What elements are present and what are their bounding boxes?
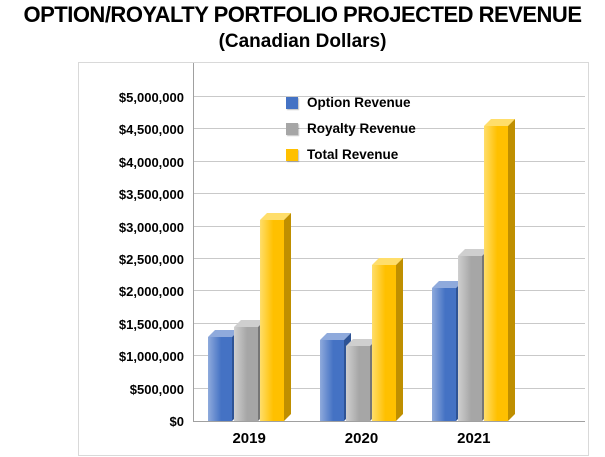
bar-royalty-revenue-2020: [346, 339, 378, 421]
bar-option-revenue-2020: [320, 333, 352, 421]
y-tick-label: $500,000: [129, 381, 184, 397]
bar-group-2020: [306, 63, 418, 421]
bar-groups: [194, 63, 530, 421]
y-axis: $0 $500,000 $1,000,000 $1,500,000 $2,000,000…: [79, 63, 193, 429]
legend-color-swatch: [286, 96, 298, 109]
legend-label: Option Revenue: [307, 95, 411, 110]
legend-label: Total Revenue: [307, 147, 399, 162]
gridline: [194, 160, 585, 162]
bar-royalty-revenue-2021: [458, 249, 490, 421]
y-tick-label: $0: [169, 414, 184, 429]
y-tick-label: $4,500,000: [118, 122, 184, 138]
legend-item: Option Revenue: [286, 95, 416, 110]
bar-total-revenue-2019: [260, 213, 292, 421]
gridline: [194, 96, 585, 97]
bar-total-revenue-2021: [484, 119, 516, 421]
chart-frame: $0 $500,000 $1,000,000 $1,500,000 $2,000,000…: [78, 62, 589, 456]
y-tick-label: $2,500,000: [118, 252, 184, 267]
bar-royalty-revenue-2019: [234, 320, 266, 421]
gridline: [194, 128, 585, 130]
legend-color-swatch: [286, 148, 298, 161]
bar-group-2021: [418, 63, 530, 421]
y-tick-label: $3,500,000: [118, 187, 184, 203]
legend-item: Royalty Revenue: [286, 121, 416, 136]
y-tick-label: $4,000,000: [118, 154, 184, 170]
bar-option-revenue-2021: [432, 281, 464, 421]
bar-side-face: [284, 213, 292, 421]
legend: Option Revenue Royalty Revenue Total Reven…: [286, 95, 416, 162]
gridline: [194, 193, 585, 195]
bar-side-face: [508, 119, 516, 421]
legend-label: Royalty Revenue: [307, 121, 416, 136]
legend-color-swatch: [286, 122, 298, 135]
bar-group-2019: [194, 63, 306, 421]
gridline: [194, 225, 585, 227]
x-axis: 2019 2020 2021: [193, 422, 530, 455]
x-tick-label: 2021: [457, 430, 491, 447]
y-tick-label: $3,000,000: [118, 219, 184, 235]
bar-side-face: [396, 258, 404, 421]
x-tick-label: 2020: [344, 430, 379, 447]
legend-item: Total Revenue: [286, 147, 416, 162]
y-tick-label: $2,000,000: [118, 284, 184, 300]
bar-option-revenue-2019: [208, 330, 240, 421]
y-tick-label: $1,000,000: [118, 349, 184, 365]
y-tick-label: $5,000,000: [118, 90, 184, 105]
y-tick-label: $1,500,000: [118, 316, 184, 332]
chart-subtitle: (Canadian Dollars): [218, 31, 387, 52]
plot-area: Option Revenue Royalty Revenue Total Reven…: [193, 63, 585, 422]
chart-title: OPTION/ROYALTY PORTFOLIO PROJECTED REVEN…: [23, 2, 582, 27]
bar-total-revenue-2020: [372, 258, 404, 421]
x-tick-label: 2019: [232, 430, 266, 447]
